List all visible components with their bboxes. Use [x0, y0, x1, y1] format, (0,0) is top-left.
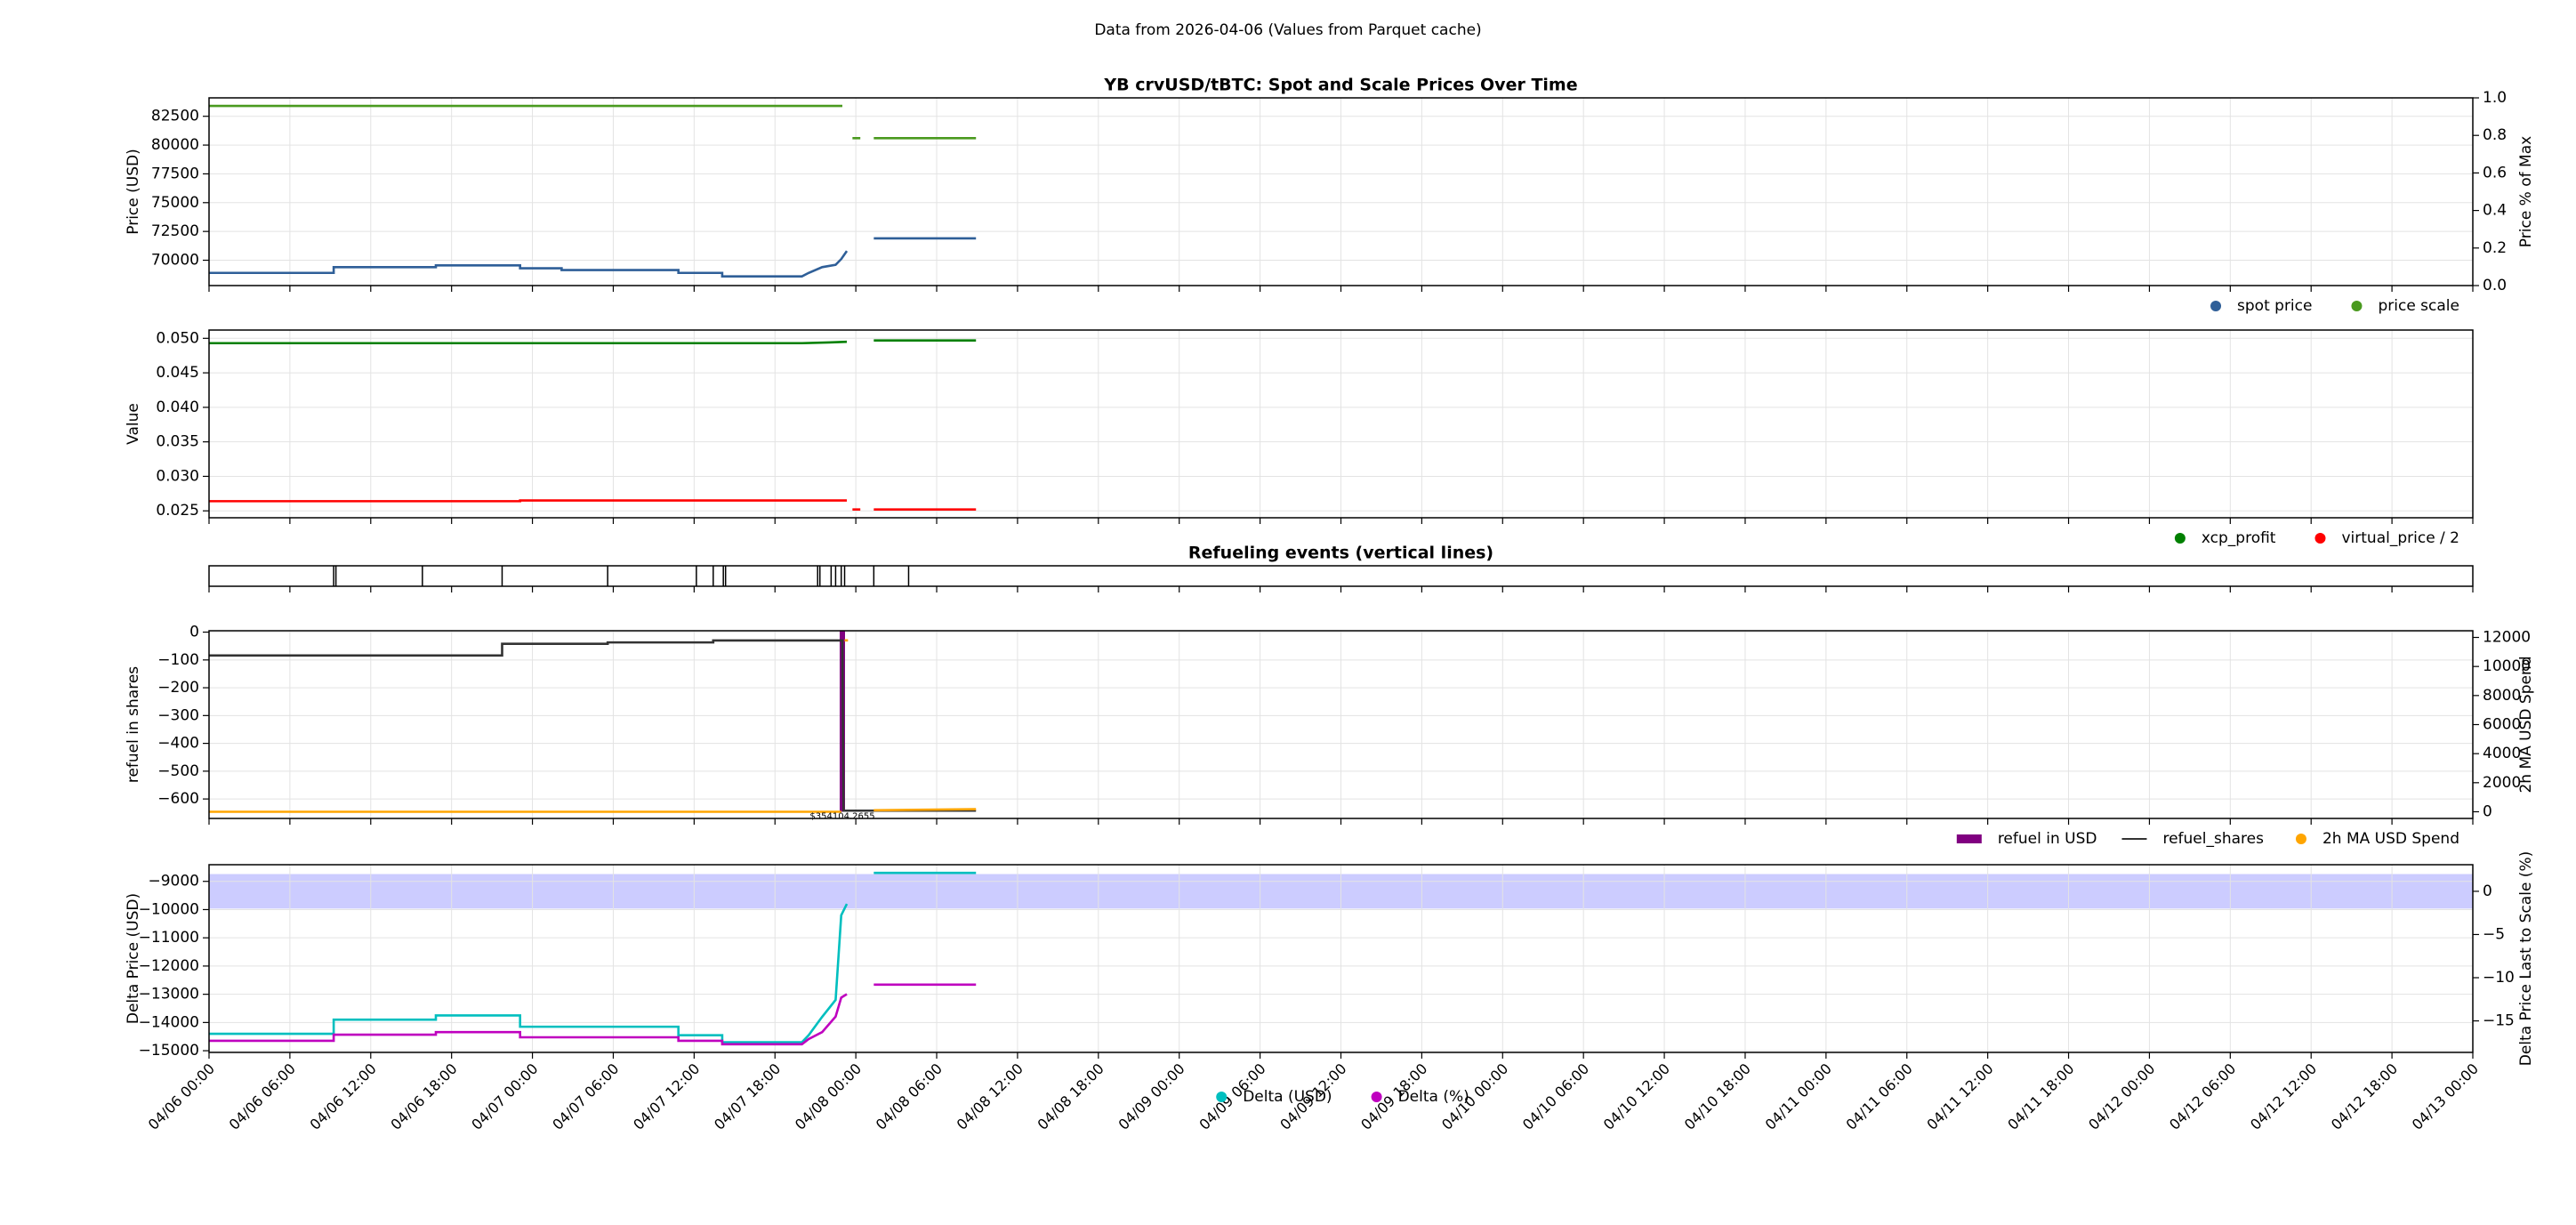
legend-marker: [2295, 834, 2306, 844]
y2-axis-label: 2h MA USD Spend: [2517, 656, 2535, 793]
y-tick-label: −9000: [148, 873, 199, 891]
y-tick-label: −15000: [139, 1042, 199, 1060]
y2-axis-label: Price % of Max: [2517, 136, 2535, 247]
y2-axis-label: Delta Price Last to Scale (%): [2517, 851, 2535, 1066]
legend-label: virtual_price / 2: [2341, 529, 2459, 547]
legend-label: 2h MA USD Spend: [2322, 830, 2459, 848]
legend-label: refuel in USD: [1998, 830, 2097, 848]
axes-frame: [208, 97, 2474, 286]
legend-marker: [1216, 1092, 1228, 1102]
y2-tick-label: 0.2: [2483, 239, 2507, 257]
legend-label: xcp_profit: [2202, 529, 2276, 547]
plot-area: [209, 330, 2473, 518]
y-tick-label: −200: [157, 679, 199, 697]
legend-marker: [2314, 533, 2326, 544]
y-tick-label: −14000: [139, 1013, 199, 1031]
y2-tick-label: 4000: [2483, 745, 2521, 762]
y-tick-label: 0.045: [156, 364, 199, 382]
series-line: [209, 339, 977, 345]
y-tick-label: 0.040: [156, 399, 199, 416]
y-axis-label: refuel in shares: [125, 666, 142, 783]
panel-title: YB crvUSD/tBTC: Spot and Scale Prices Ov…: [1103, 76, 1577, 95]
y-axis-label: Value: [125, 403, 142, 445]
y-axis-label: Price (USD): [125, 149, 142, 234]
y-tick-label: −12000: [139, 957, 199, 975]
suptitle: Data from 2026-04-06 (Values from Parque…: [1094, 21, 1481, 39]
legend-marker: [2351, 301, 2363, 311]
y-tick-label: 0: [189, 624, 199, 641]
panel-title: Refueling events (vertical lines): [1188, 544, 1493, 563]
legend-label: Delta (%): [1398, 1088, 1469, 1106]
series-line: [209, 871, 977, 1044]
y2-tick-label: 2000: [2483, 774, 2521, 792]
y2-tick-label: 10000: [2483, 657, 2531, 675]
y2-tick-label: 6000: [2483, 716, 2521, 734]
legend-marker: [1956, 834, 1982, 843]
axes-frame: [208, 565, 2474, 587]
y-tick-label: 70000: [151, 252, 199, 270]
legend-label: spot price: [2237, 297, 2312, 315]
plot-area: [209, 631, 2473, 818]
axes-frame: [208, 630, 2474, 819]
y-tick-label: −11000: [139, 929, 199, 947]
y2-tick-label: 0.8: [2483, 126, 2507, 144]
y2-tick-label: 0: [2483, 802, 2492, 820]
series-line: [209, 104, 977, 140]
legend-label: price scale: [2378, 297, 2459, 315]
y-tick-label: 72500: [151, 222, 199, 240]
y2-tick-label: 0.0: [2483, 277, 2507, 294]
y2-tick-label: −10: [2483, 969, 2515, 987]
y2-tick-label: 8000: [2483, 687, 2521, 705]
y-tick-label: 80000: [151, 136, 199, 154]
series-line: [209, 639, 977, 812]
y-tick-label: −10000: [139, 900, 199, 918]
y-tick-label: −300: [157, 706, 199, 724]
y2-tick-label: 0.6: [2483, 164, 2507, 181]
series-line: [209, 499, 977, 511]
series-line: [209, 639, 977, 813]
series-line: [209, 983, 977, 1046]
plot-area: [333, 566, 910, 586]
y2-tick-label: 0.4: [2483, 202, 2507, 220]
plot-area: [209, 865, 2473, 1052]
y-tick-label: −13000: [139, 986, 199, 1003]
axes-frame: [208, 329, 2474, 519]
y-tick-label: −500: [157, 762, 199, 780]
y-tick-label: −600: [157, 790, 199, 808]
y-tick-label: −400: [157, 735, 199, 753]
y-tick-label: 0.030: [156, 467, 199, 485]
y2-tick-label: −5: [2483, 925, 2505, 943]
y2-tick-label: 12000: [2483, 629, 2531, 647]
legend-marker: [2210, 301, 2222, 311]
y-tick-label: 0.050: [156, 329, 199, 347]
y-tick-label: 0.035: [156, 433, 199, 451]
y2-tick-label: 0: [2483, 882, 2492, 900]
series-line: [209, 237, 977, 278]
y-tick-label: 75000: [151, 194, 199, 212]
axes-frame: [208, 864, 2474, 1053]
y-tick-label: 82500: [151, 108, 199, 125]
y-tick-label: 0.025: [156, 502, 199, 520]
bar-value-label: $354104.2655: [809, 811, 874, 821]
y2-tick-label: −15: [2483, 1012, 2515, 1030]
legend-marker: [1371, 1092, 1382, 1102]
y-tick-label: −100: [157, 651, 199, 669]
y2-tick-label: 1.0: [2483, 89, 2507, 107]
y-axis-label: Delta Price (USD): [125, 893, 142, 1024]
plot-area: [209, 98, 2473, 286]
y-tick-label: 77500: [151, 165, 199, 182]
legend-label: Delta (USD): [1243, 1088, 1332, 1106]
legend-marker: [2174, 533, 2186, 544]
legend-label: refuel_shares: [2162, 830, 2264, 848]
